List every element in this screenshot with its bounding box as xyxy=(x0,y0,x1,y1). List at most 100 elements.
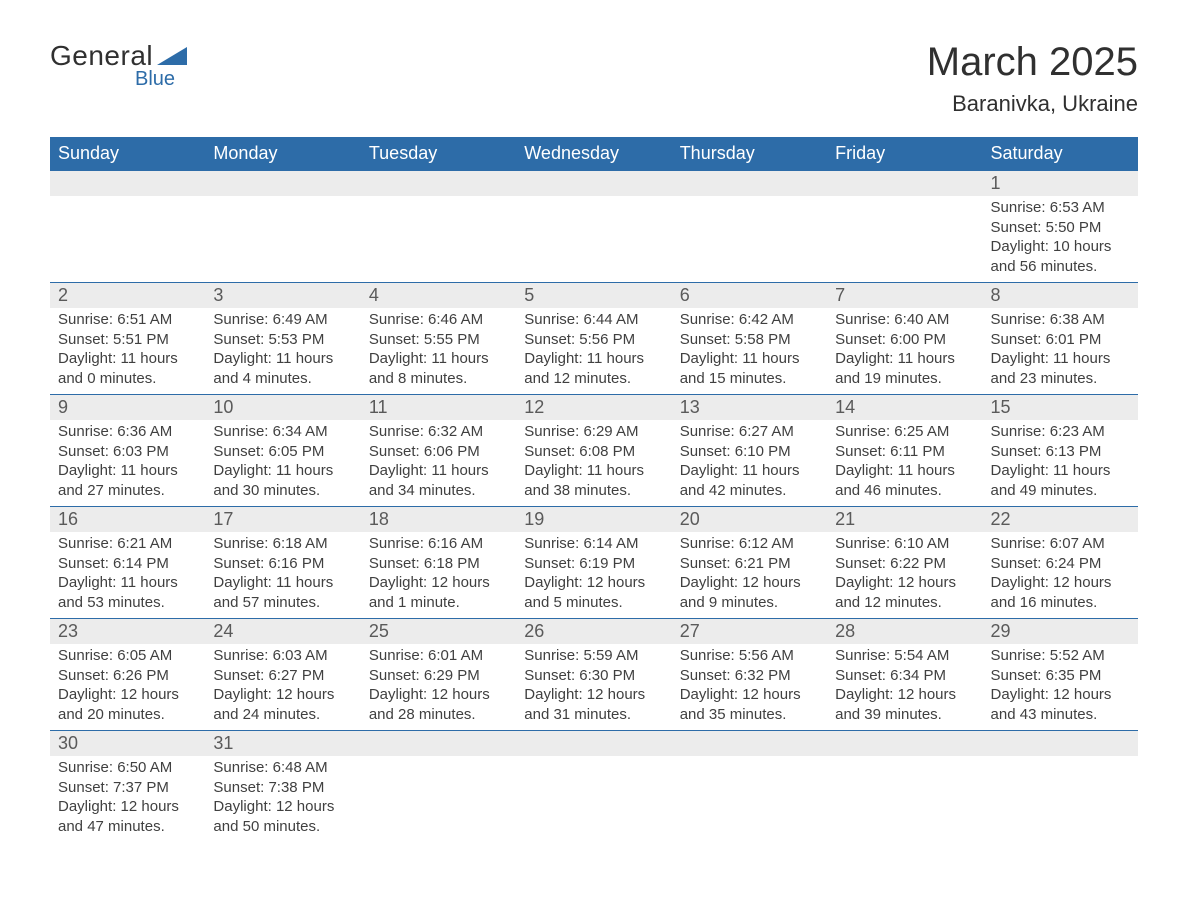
calendar-cell xyxy=(827,171,982,283)
daylight-line: Daylight: 12 hours and 28 minutes. xyxy=(369,685,508,724)
calendar-cell xyxy=(516,731,671,843)
calendar-cell xyxy=(672,731,827,843)
location: Baranivka, Ukraine xyxy=(927,91,1138,117)
calendar-row: 9Sunrise: 6:36 AMSunset: 6:03 PMDaylight… xyxy=(50,395,1138,507)
day-body: Sunrise: 6:21 AMSunset: 6:14 PMDaylight:… xyxy=(50,532,205,618)
daylight-line: Daylight: 12 hours and 9 minutes. xyxy=(680,573,819,612)
calendar-row: 2Sunrise: 6:51 AMSunset: 5:51 PMDaylight… xyxy=(50,283,1138,395)
calendar-cell: 7Sunrise: 6:40 AMSunset: 6:00 PMDaylight… xyxy=(827,283,982,395)
day-number: 2 xyxy=(50,283,205,308)
calendar-cell: 4Sunrise: 6:46 AMSunset: 5:55 PMDaylight… xyxy=(361,283,516,395)
day-number: 31 xyxy=(205,731,360,756)
calendar-cell: 2Sunrise: 6:51 AMSunset: 5:51 PMDaylight… xyxy=(50,283,205,395)
day-number: 8 xyxy=(983,283,1138,308)
day-body: Sunrise: 6:18 AMSunset: 6:16 PMDaylight:… xyxy=(205,532,360,618)
calendar-table: SundayMondayTuesdayWednesdayThursdayFrid… xyxy=(50,137,1138,842)
sunrise-line: Sunrise: 6:23 AM xyxy=(991,422,1130,442)
day-number: 10 xyxy=(205,395,360,420)
day-number: 18 xyxy=(361,507,516,532)
calendar-cell: 17Sunrise: 6:18 AMSunset: 6:16 PMDayligh… xyxy=(205,507,360,619)
sunset-line: Sunset: 6:16 PM xyxy=(213,554,352,574)
sunrise-line: Sunrise: 6:42 AM xyxy=(680,310,819,330)
day-body: Sunrise: 6:36 AMSunset: 6:03 PMDaylight:… xyxy=(50,420,205,506)
day-number: 20 xyxy=(672,507,827,532)
calendar-cell: 22Sunrise: 6:07 AMSunset: 6:24 PMDayligh… xyxy=(983,507,1138,619)
day-number: 3 xyxy=(205,283,360,308)
day-body: Sunrise: 6:29 AMSunset: 6:08 PMDaylight:… xyxy=(516,420,671,506)
day-number xyxy=(672,171,827,196)
calendar-cell: 30Sunrise: 6:50 AMSunset: 7:37 PMDayligh… xyxy=(50,731,205,843)
day-number: 21 xyxy=(827,507,982,532)
day-body: Sunrise: 6:32 AMSunset: 6:06 PMDaylight:… xyxy=(361,420,516,506)
sunset-line: Sunset: 6:22 PM xyxy=(835,554,974,574)
day-body xyxy=(827,196,982,256)
daylight-line: Daylight: 12 hours and 31 minutes. xyxy=(524,685,663,724)
day-body: Sunrise: 6:48 AMSunset: 7:38 PMDaylight:… xyxy=(205,756,360,842)
calendar-body: 1Sunrise: 6:53 AMSunset: 5:50 PMDaylight… xyxy=(50,171,1138,843)
sunrise-line: Sunrise: 6:50 AM xyxy=(58,758,197,778)
calendar-cell: 5Sunrise: 6:44 AMSunset: 5:56 PMDaylight… xyxy=(516,283,671,395)
day-body xyxy=(983,756,1138,816)
sunrise-line: Sunrise: 6:34 AM xyxy=(213,422,352,442)
daylight-line: Daylight: 11 hours and 38 minutes. xyxy=(524,461,663,500)
sunset-line: Sunset: 6:26 PM xyxy=(58,666,197,686)
day-body: Sunrise: 5:59 AMSunset: 6:30 PMDaylight:… xyxy=(516,644,671,730)
day-number: 29 xyxy=(983,619,1138,644)
sunset-line: Sunset: 5:55 PM xyxy=(369,330,508,350)
sunrise-line: Sunrise: 6:36 AM xyxy=(58,422,197,442)
daylight-line: Daylight: 11 hours and 27 minutes. xyxy=(58,461,197,500)
day-number xyxy=(361,171,516,196)
day-body xyxy=(361,756,516,816)
calendar-cell: 20Sunrise: 6:12 AMSunset: 6:21 PMDayligh… xyxy=(672,507,827,619)
day-number: 6 xyxy=(672,283,827,308)
sunrise-line: Sunrise: 5:54 AM xyxy=(835,646,974,666)
day-number xyxy=(827,171,982,196)
daylight-line: Daylight: 11 hours and 0 minutes. xyxy=(58,349,197,388)
day-number: 25 xyxy=(361,619,516,644)
calendar-cell: 8Sunrise: 6:38 AMSunset: 6:01 PMDaylight… xyxy=(983,283,1138,395)
sunset-line: Sunset: 6:11 PM xyxy=(835,442,974,462)
sunset-line: Sunset: 6:35 PM xyxy=(991,666,1130,686)
calendar-cell xyxy=(361,171,516,283)
day-body: Sunrise: 6:01 AMSunset: 6:29 PMDaylight:… xyxy=(361,644,516,730)
day-body: Sunrise: 6:07 AMSunset: 6:24 PMDaylight:… xyxy=(983,532,1138,618)
day-number xyxy=(983,731,1138,756)
calendar-cell: 27Sunrise: 5:56 AMSunset: 6:32 PMDayligh… xyxy=(672,619,827,731)
day-number: 9 xyxy=(50,395,205,420)
sunrise-line: Sunrise: 6:01 AM xyxy=(369,646,508,666)
sunrise-line: Sunrise: 6:49 AM xyxy=(213,310,352,330)
weekday-header: Monday xyxy=(205,137,360,171)
calendar-cell: 19Sunrise: 6:14 AMSunset: 6:19 PMDayligh… xyxy=(516,507,671,619)
daylight-line: Daylight: 11 hours and 34 minutes. xyxy=(369,461,508,500)
daylight-line: Daylight: 11 hours and 8 minutes. xyxy=(369,349,508,388)
day-body: Sunrise: 5:54 AMSunset: 6:34 PMDaylight:… xyxy=(827,644,982,730)
calendar-cell: 6Sunrise: 6:42 AMSunset: 5:58 PMDaylight… xyxy=(672,283,827,395)
day-body: Sunrise: 6:34 AMSunset: 6:05 PMDaylight:… xyxy=(205,420,360,506)
daylight-line: Daylight: 12 hours and 43 minutes. xyxy=(991,685,1130,724)
calendar-row: 23Sunrise: 6:05 AMSunset: 6:26 PMDayligh… xyxy=(50,619,1138,731)
day-number xyxy=(672,731,827,756)
calendar-cell xyxy=(827,731,982,843)
sunset-line: Sunset: 6:03 PM xyxy=(58,442,197,462)
day-body xyxy=(827,756,982,816)
day-body: Sunrise: 6:10 AMSunset: 6:22 PMDaylight:… xyxy=(827,532,982,618)
weekday-header: Tuesday xyxy=(361,137,516,171)
weekday-header: Thursday xyxy=(672,137,827,171)
calendar-cell xyxy=(672,171,827,283)
day-number: 23 xyxy=(50,619,205,644)
sunset-line: Sunset: 5:53 PM xyxy=(213,330,352,350)
calendar-cell xyxy=(983,731,1138,843)
sunrise-line: Sunrise: 6:51 AM xyxy=(58,310,197,330)
daylight-line: Daylight: 12 hours and 5 minutes. xyxy=(524,573,663,612)
calendar-cell xyxy=(50,171,205,283)
calendar-row: 1Sunrise: 6:53 AMSunset: 5:50 PMDaylight… xyxy=(50,171,1138,283)
sunrise-line: Sunrise: 6:44 AM xyxy=(524,310,663,330)
calendar-cell: 24Sunrise: 6:03 AMSunset: 6:27 PMDayligh… xyxy=(205,619,360,731)
calendar-cell: 13Sunrise: 6:27 AMSunset: 6:10 PMDayligh… xyxy=(672,395,827,507)
sunset-line: Sunset: 6:00 PM xyxy=(835,330,974,350)
day-number: 30 xyxy=(50,731,205,756)
sunset-line: Sunset: 6:21 PM xyxy=(680,554,819,574)
sunrise-line: Sunrise: 5:59 AM xyxy=(524,646,663,666)
day-body: Sunrise: 6:05 AMSunset: 6:26 PMDaylight:… xyxy=(50,644,205,730)
calendar-cell xyxy=(205,171,360,283)
